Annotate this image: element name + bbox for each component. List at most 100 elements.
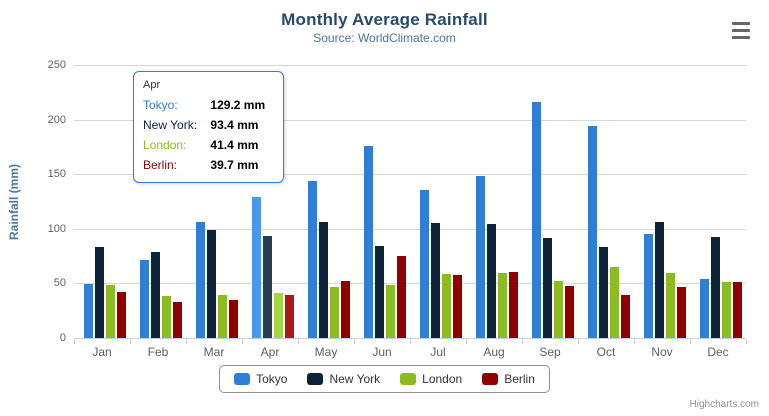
legend-swatch-icon [400,373,417,385]
tooltip-series-value: 41.4 mm [210,138,259,152]
gridline-250 [74,65,746,66]
tooltip-header: Apr [143,79,161,91]
bar-new-york-apr[interactable] [263,236,272,338]
gridline-200 [74,119,746,121]
legend-swatch-icon [482,373,499,385]
chart-subtitle: Source: WorldClimate.com [313,31,456,45]
x-axis-label-mar: Mar [203,345,225,359]
hamburger-icon [732,35,750,39]
bar-new-york-nov[interactable] [655,221,664,338]
tooltip-series-name: Tokyo: [143,98,178,112]
x-axis-label-oct: Oct [596,345,616,359]
gridline-100 [74,228,746,230]
bar-london-nov[interactable] [666,273,675,338]
bar-berlin-jun[interactable] [397,255,406,338]
bar-new-york-jan[interactable] [95,246,104,338]
x-axis-tick [242,339,243,344]
bar-berlin-apr[interactable] [285,294,294,338]
legend-label: New York [329,372,381,386]
y-axis-label-50: 50 [53,277,66,290]
bar-tokyo-jan[interactable] [84,283,93,338]
credits-link[interactable]: Highcharts.com [689,399,759,410]
legend-item-tokyo[interactable]: Tokyo [234,372,287,386]
x-axis-tick [634,339,635,344]
legend-item-berlin[interactable]: Berlin [482,372,535,386]
bar-london-mar[interactable] [218,295,227,338]
tooltip-series-name: Berlin: [143,158,178,172]
x-axis-tick [690,339,691,344]
bar-new-york-aug[interactable] [487,224,496,338]
bar-tokyo-nov[interactable] [644,233,653,338]
bar-london-feb[interactable] [162,295,171,338]
bar-berlin-dec[interactable] [733,282,742,338]
bar-tokyo-jun[interactable] [364,145,373,338]
bar-london-aug[interactable] [498,272,507,338]
x-axis-tick [410,339,411,344]
bar-tokyo-sep[interactable] [532,101,541,338]
bar-new-york-jun[interactable] [375,245,384,338]
bar-berlin-nov[interactable] [677,286,686,338]
bar-london-sep[interactable] [554,280,563,338]
bar-tokyo-jul[interactable] [420,189,429,338]
y-axis-label-250: 250 [47,59,66,71]
x-axis-tick [746,339,747,344]
bar-tokyo-apr[interactable] [252,196,261,338]
gridline-50 [74,283,746,285]
legend-swatch-icon [234,373,251,385]
x-axis-label-apr: Apr [260,345,280,359]
x-axis-tick [298,339,299,344]
bar-london-apr[interactable] [274,292,283,338]
tooltip: Apr Tokyo: 129.2 mm New York: 93.4 mm London… [133,71,284,183]
y-axis-label-200: 200 [47,113,66,126]
tooltip-row-london: London: 41.4 mm [143,135,274,155]
bar-berlin-jul[interactable] [453,275,462,338]
bar-london-jun[interactable] [386,285,395,338]
bar-berlin-oct[interactable] [621,295,630,338]
bar-london-oct[interactable] [610,266,619,338]
bar-london-dec[interactable] [722,282,731,338]
x-axis-label-sep: Sep [539,345,561,359]
bar-berlin-jan[interactable] [117,291,126,338]
bar-london-jul[interactable] [442,273,451,338]
bar-london-jan[interactable] [106,284,115,338]
bar-new-york-mar[interactable] [207,230,216,338]
export-menu-button[interactable] [729,19,753,41]
bar-new-york-dec[interactable] [711,237,720,338]
bar-tokyo-feb[interactable] [140,259,149,338]
bar-tokyo-oct[interactable] [588,126,597,338]
bar-london-may[interactable] [330,286,339,338]
bar-tokyo-mar[interactable] [196,221,205,338]
hamburger-icon [732,21,750,25]
bar-new-york-jul[interactable] [431,223,440,338]
tooltip-table: Tokyo: 129.2 mm New York: 93.4 mm London: 41.… [143,95,274,175]
x-axis-label-feb: Feb [147,345,169,359]
bar-tokyo-may[interactable] [308,180,317,338]
x-axis-label-jun: Jun [372,345,392,359]
bar-new-york-oct[interactable] [599,246,608,338]
bar-new-york-sep[interactable] [543,238,552,338]
x-axis-label-dec: Dec [707,345,729,359]
x-axis-label-jul: Jul [430,345,446,359]
bar-berlin-feb[interactable] [173,301,182,338]
bar-berlin-aug[interactable] [509,272,518,338]
bar-berlin-may[interactable] [341,280,350,338]
bar-new-york-may[interactable] [319,222,328,338]
bar-tokyo-aug[interactable] [476,175,485,338]
bar-tokyo-dec[interactable] [700,278,709,338]
chart-title: Monthly Average Rainfall [281,10,488,29]
gridline-150 [74,174,746,176]
legend: Tokyo New York London Berlin [219,365,550,393]
x-axis-tick [186,339,187,344]
bar-berlin-sep[interactable] [565,286,574,338]
bar-berlin-mar[interactable] [229,300,238,338]
bar-new-york-feb[interactable] [151,252,160,338]
legend-label: London [422,372,463,386]
legend-item-new-york[interactable]: New York [307,372,380,386]
x-axis-tick [74,339,75,344]
x-axis-label-may: May [314,345,338,359]
x-axis-label-nov: Nov [651,345,673,359]
legend-item-london[interactable]: London [400,372,462,386]
legend-swatch-icon [307,373,324,385]
y-axis-label-100: 100 [47,222,66,235]
